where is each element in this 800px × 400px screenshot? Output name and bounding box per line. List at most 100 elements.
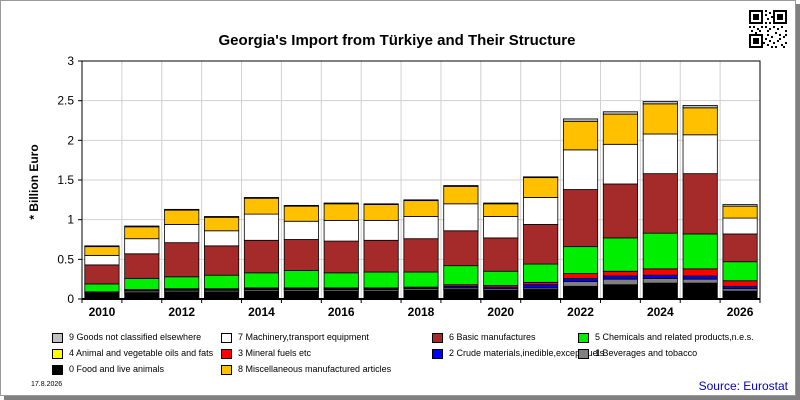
bar-segment-2014-s8: [243, 197, 280, 215]
bar-segment-2012-s6: [164, 242, 200, 278]
x-tick-label-2026: 2026: [727, 305, 754, 319]
bar-segment-2025-s5: [682, 233, 718, 270]
bar-segment-2015-s7: [283, 220, 319, 240]
bar-segment-2025-s0: [682, 282, 718, 300]
bar-segment-2018-s5: [403, 271, 439, 288]
bar-segment-2022-s7: [562, 149, 599, 190]
x-tick-label-2010: 2010: [89, 305, 116, 319]
bar-segment-2020-s8: [483, 203, 519, 217]
y-tick-label: 0.5: [57, 252, 74, 266]
legend-swatch: [578, 332, 589, 343]
bar-segment-2016-s9: [323, 202, 359, 205]
bar-segment-2026-s3: [722, 280, 758, 287]
bar-segment-2024-s0: [642, 282, 678, 300]
legend-item: 2 Crude materials,inedible,except fuels: [432, 348, 604, 359]
legend-item: 8 Miscellaneous manufactured articles: [221, 364, 391, 375]
legend-item: 7 Machinery,transport equipment: [221, 332, 369, 343]
bar-segment-2013-s7: [204, 230, 240, 247]
bar-segment-2015-s6: [283, 239, 319, 271]
bar-segment-2021-s6: [523, 224, 559, 265]
bar-segment-2021-s2: [523, 284, 559, 289]
bar-segment-2016-s5: [323, 272, 359, 289]
legend-item: 1 Beverages and tobacco: [578, 348, 697, 359]
bar-segment-2025-s2: [682, 275, 718, 280]
source-note: Source: Eurostat: [698, 379, 788, 393]
legend-label: 1 Beverages and tobacco: [595, 348, 698, 358]
bar-segment-2011-s6: [124, 253, 160, 279]
bar-segment-2017-s6: [363, 239, 399, 273]
bar-segment-2023-s1: [602, 278, 638, 286]
legend-label: 8 Miscellaneous manufactured articles: [238, 364, 392, 374]
bar-segment-2010-s7: [84, 254, 120, 266]
legend-item: 9 Goods not classified elsewhere: [52, 332, 201, 343]
bar-segment-2015-s9: [283, 204, 319, 207]
bar-segment-2019-s5: [443, 265, 479, 286]
bar-segment-2012-s9: [164, 208, 200, 211]
bar-segment-2015-s8: [283, 205, 319, 222]
legend-label: 9 Goods not classified elsewhere: [69, 332, 202, 342]
bar-segment-2016-s7: [323, 220, 359, 242]
bar-segment-2021-s7: [523, 197, 559, 225]
bar-segment-2022-s6: [562, 189, 599, 248]
bar-segment-2013-s8: [204, 216, 240, 232]
qr-code-icon: [749, 10, 787, 48]
bar-segment-2025-s6: [682, 173, 718, 235]
bar-segment-2012-s8: [164, 209, 200, 225]
bar-segment-2026-s6: [722, 233, 758, 263]
bar-segment-2018-s8: [403, 200, 439, 217]
legend-swatch: [432, 332, 443, 343]
bar-segment-2014-s9: [243, 197, 280, 199]
bar-segment-2010-s6: [84, 264, 120, 285]
bar-segment-2012-s5: [164, 276, 200, 290]
bar-segment-2011-s9: [124, 225, 160, 228]
legend-label: 2 Crude materials,inedible,except fuels: [449, 348, 605, 358]
bar-segment-2014-s6: [243, 239, 280, 274]
bar-segment-2023-s6: [602, 183, 638, 239]
bar-segment-2021-s5: [523, 263, 559, 283]
bar-segment-2014-s7: [243, 213, 280, 241]
legend-swatch: [52, 364, 63, 375]
y-tick-label: 2.5: [57, 94, 74, 108]
bar-segment-2017-s5: [363, 271, 399, 289]
bar-segment-2025-s9: [682, 105, 718, 109]
bar-segment-2015-s5: [283, 270, 319, 289]
bar-segment-2019-s7: [443, 203, 479, 232]
bar-segment-2024-s7: [642, 133, 678, 175]
bar-segment-2024-s8: [642, 103, 678, 135]
x-tick-label-2020: 2020: [487, 305, 514, 319]
legend-swatch: [52, 348, 63, 359]
bar-segment-2020-s7: [483, 216, 519, 239]
bar-segment-2023-s2: [602, 275, 638, 280]
bar-segment-2010-s8: [84, 246, 120, 256]
bar-segment-2024-s5: [642, 232, 678, 270]
bar-segment-2017-s0: [363, 290, 399, 300]
bar-segment-2022-s9: [562, 118, 599, 122]
legend-label: 7 Machinery,transport equipment: [238, 332, 369, 342]
date-stamp: 17.8.2026: [31, 381, 63, 388]
legend-swatch: [578, 348, 589, 359]
bar-segment-2025-s7: [682, 134, 718, 175]
bar-segment-2022-s0: [562, 285, 599, 300]
bar-segment-2026-s7: [722, 217, 758, 235]
legend-label: 0 Food and live animals: [69, 364, 165, 374]
bar-segment-2017-s7: [363, 220, 399, 241]
bar-segment-2017-s8: [363, 204, 399, 221]
bar-segment-2010-s9: [84, 245, 120, 248]
bar-segment-2013-s0: [204, 291, 240, 300]
bar-segment-2012-s7: [164, 224, 200, 244]
legend-item: 0 Food and live animals: [52, 364, 164, 375]
legend-swatch: [221, 332, 232, 343]
bar-segment-2014-s5: [243, 272, 280, 289]
legend-label: 4 Animal and vegetable oils and fats: [69, 348, 214, 358]
legend-swatch: [432, 348, 443, 359]
bar-segment-2022-s8: [562, 120, 599, 151]
bar-segment-2020-s9: [483, 202, 519, 205]
bar-segment-2020-s0: [483, 289, 519, 300]
bar-segment-2017-s9: [363, 203, 399, 205]
bar-segment-2022-s3: [562, 273, 599, 279]
bar-segment-2011-s7: [124, 238, 160, 255]
bar-segment-2023-s8: [602, 113, 638, 145]
bar-segment-2016-s0: [323, 290, 359, 300]
bar-segment-2025-s1: [682, 278, 718, 284]
